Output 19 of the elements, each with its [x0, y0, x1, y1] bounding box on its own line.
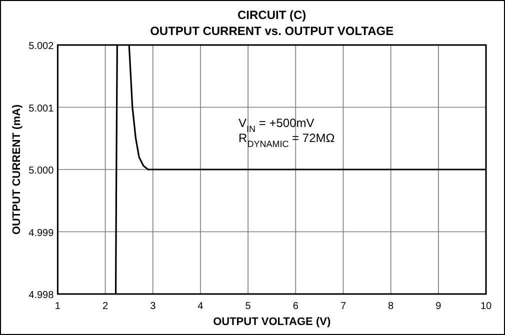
y-axis-title: OUTPUT CURRENT (mA)	[11, 104, 23, 235]
x-tick-label: 10	[480, 301, 492, 312]
y-tick-label: 4.999	[28, 228, 54, 239]
x-axis-title: OUTPUT VOLTAGE (V)	[213, 316, 331, 328]
y-tick-label: 5.002	[28, 41, 54, 52]
chart-subtitle: OUTPUT CURRENT vs. OUTPUT VOLTAGE	[150, 24, 394, 38]
x-tick-label: 6	[292, 301, 299, 312]
x-tick-label: 8	[388, 301, 394, 312]
x-tick-label: 5	[245, 301, 252, 312]
x-tick-label: 7	[340, 301, 346, 312]
x-tick-label: 4	[198, 301, 204, 312]
y-tick-label: 4.998	[28, 290, 54, 301]
x-tick-label: 3	[150, 301, 156, 312]
x-tick-label: 1	[54, 301, 61, 312]
x-tick-label: 2	[102, 301, 109, 312]
y-tick-label: 5.001	[28, 103, 54, 114]
x-tick-label: 9	[436, 301, 442, 312]
text: 5.000	[28, 166, 54, 176]
chart-title: CIRCUIT (C)	[238, 8, 306, 22]
